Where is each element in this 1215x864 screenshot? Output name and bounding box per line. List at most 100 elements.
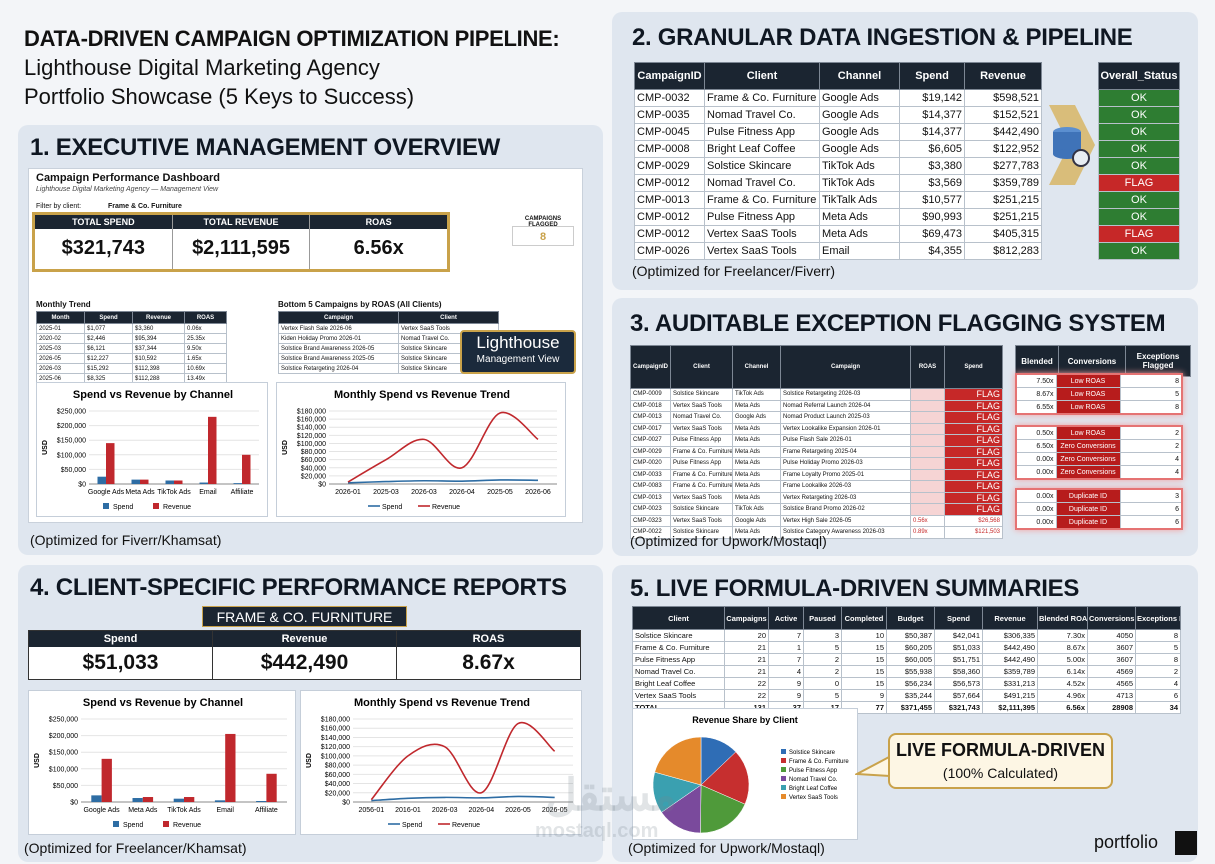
table-cell: $14,377 — [899, 123, 965, 141]
y-axis-label: USD — [34, 753, 41, 768]
flag-cell: FLAG — [944, 434, 1003, 447]
table-cell: Bright Leaf Coffee — [704, 140, 820, 158]
side-group: 7.50x Low ROAS 8 8.67x Low ROAS 5 6.55x Low ROA… — [1015, 373, 1183, 415]
ingestion-table: CampaignID Client Channel Spend Revenue CMP-0… — [634, 62, 1042, 260]
table-cell: 7.30x — [1037, 629, 1088, 642]
table-cell: $331,213 — [982, 677, 1038, 690]
legend-swatch — [153, 503, 159, 509]
flagged-value: 8 — [512, 226, 574, 246]
line — [347, 411, 539, 483]
table-cell: 8 — [1135, 653, 1181, 666]
pie-card: Revenue Share by Client Solstice Skincare… — [632, 708, 858, 840]
table-cell: 21 — [724, 653, 769, 666]
status-cell: OK — [1098, 208, 1180, 226]
table-cell: 4.96x — [1037, 689, 1088, 702]
table-cell: Low ROAS — [1055, 387, 1121, 401]
table-cell: 2020-02 — [36, 333, 85, 344]
legend-label: Vertex SaaS Tools — [789, 795, 838, 801]
table-cell: 2025-03 — [36, 343, 85, 354]
column-header: Spend — [934, 606, 983, 630]
bar — [165, 480, 174, 484]
side-header: Blended Conversions Exceptions Flagged — [1015, 345, 1191, 377]
table-cell: 0 — [803, 677, 842, 690]
table-cell: 4 — [1135, 677, 1181, 690]
legend-label: Revenue — [173, 822, 201, 829]
table-cell: 5.00x — [1037, 653, 1088, 666]
table-cell: Pulse Holiday Promo 2026-03 — [780, 457, 911, 470]
table-cell: $14,377 — [899, 106, 965, 124]
table-cell: $58,360 — [934, 665, 983, 678]
y-tick-label: $120,000 — [321, 744, 350, 751]
y-tick-label: $0 — [78, 482, 86, 489]
kpi-row: Spend $51,033 Revenue $442,490 ROAS 8.67x — [28, 630, 581, 680]
column-header: ROAS — [184, 311, 227, 324]
table-cell: 2 — [1135, 665, 1181, 678]
column-header: Client — [670, 345, 733, 389]
bar — [208, 416, 217, 484]
y-tick-label: $100,000 — [49, 766, 78, 773]
x-tick-label: Meta Ads — [125, 489, 155, 496]
roas-cell — [910, 503, 945, 516]
y-tick-label: $80,000 — [325, 763, 350, 770]
table-cell: Nomad Referral Launch 2026-04 — [780, 399, 911, 412]
table-cell: Pulse Fitness App — [632, 653, 725, 666]
x-tick-label: 2026-06 — [525, 489, 551, 496]
legend-swatch — [113, 821, 119, 827]
table-cell: Meta Ads — [732, 457, 781, 470]
table-row: OK — [1098, 208, 1180, 226]
table-cell: Solstice Retargeting 2026-03 — [780, 388, 911, 401]
column-header: Revenue — [982, 606, 1038, 630]
column-header: ROAS — [910, 345, 945, 389]
kpi: ROAS 6.56x — [310, 215, 448, 269]
table-cell: Zero Conversions — [1055, 439, 1121, 453]
flag-cell: FLAG — [944, 445, 1003, 458]
section-heading: 2. GRANULAR DATA INGESTION & PIPELINE — [632, 24, 1133, 51]
table-cell: 6.56x — [1037, 701, 1088, 714]
table-cell: $56,234 — [886, 677, 935, 690]
table-row: 0.00x Duplicate ID 3 — [1015, 488, 1183, 503]
bar — [131, 479, 140, 484]
flag-cell: FLAG — [944, 503, 1003, 516]
table-cell: Zero Conversions — [1055, 452, 1121, 466]
y-tick-label: $160,000 — [321, 726, 350, 733]
side-group: 0.50x Low ROAS 2 6.50x Zero Conversions 2 0.00… — [1015, 425, 1183, 480]
table-row: 0.50x Low ROAS 2 — [1015, 425, 1183, 440]
table-row: CMP-0045 Pulse Fitness App Google Ads $14,3… — [634, 123, 1042, 141]
table-cell: 9.50x — [184, 343, 227, 354]
db-body — [1053, 132, 1081, 154]
table-cell: 4713 — [1087, 689, 1136, 702]
legend-label: Spend — [113, 504, 133, 511]
pie-slice — [700, 784, 746, 834]
table-title: Monthly Trend — [36, 300, 91, 309]
y-tick-label: $0 — [342, 800, 350, 807]
table-cell: CMP-0026 — [634, 242, 705, 260]
pointer — [855, 754, 892, 778]
x-tick-label: 2025-03 — [373, 489, 399, 496]
table-cell: 5 — [803, 641, 842, 654]
table-cell: 0.06x — [184, 323, 227, 334]
table-row: Nomad Travel Co. 21 4 2 15 $55,938 $58,360 $359… — [632, 665, 1181, 678]
table-cell: Nomad Travel Co. — [670, 411, 733, 424]
legend-swatch — [103, 503, 109, 509]
x-tick-label: Email — [199, 489, 217, 496]
table-cell: CMP-0017 — [630, 422, 671, 435]
roas-cell — [910, 399, 945, 412]
table-cell: CMP-0029 — [630, 445, 671, 458]
table-cell: 4 — [1119, 465, 1183, 480]
table-cell: CMP-0013 — [630, 411, 671, 424]
table-cell: 4 — [768, 665, 804, 678]
table-cell: $122,952 — [964, 140, 1042, 158]
y-axis-label: USD — [282, 440, 289, 455]
table-row: 7.50x Low ROAS 8 — [1015, 373, 1183, 388]
column-header: Completed — [841, 606, 887, 630]
x-tick-label: 2026-05 — [505, 807, 531, 814]
legend-label: Spend — [123, 822, 143, 829]
client-banner: FRAME & CO. FURNITURE — [202, 606, 407, 627]
column-header: Active — [768, 606, 804, 630]
kpi-value: $2,111,595 — [192, 237, 290, 259]
table-cell: CMP-0009 — [630, 388, 671, 401]
roas-cell — [910, 445, 945, 458]
table-cell: Nomad Product Launch 2025-03 — [780, 411, 911, 424]
table-cell: 6 — [1119, 515, 1183, 530]
legend-swatch — [163, 821, 169, 827]
